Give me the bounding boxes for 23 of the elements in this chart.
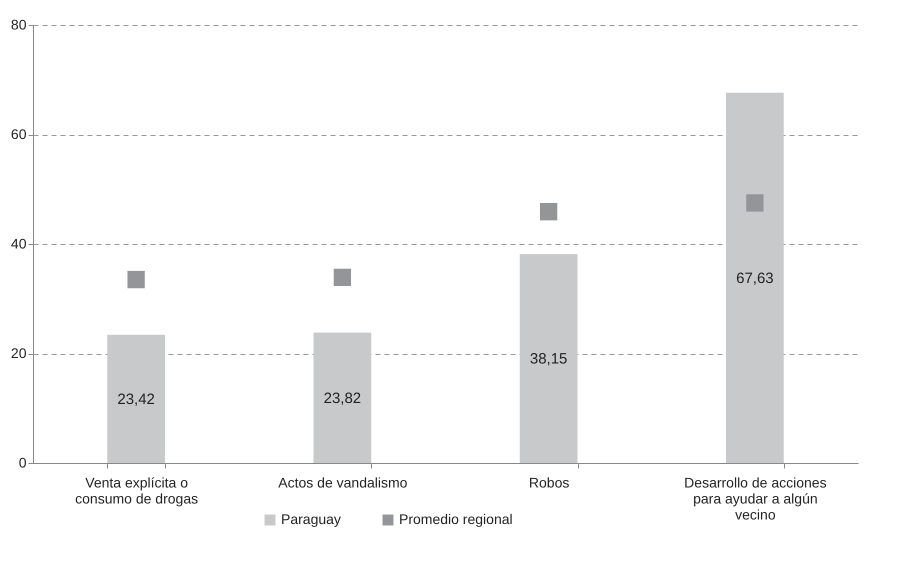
y-tick-label: 60 xyxy=(10,126,27,142)
y-tick-label: 80 xyxy=(10,16,27,32)
y-tick-label: 20 xyxy=(10,345,27,361)
point xyxy=(746,194,764,212)
y-tick-label: 40 xyxy=(10,236,27,252)
legend-label: Promedio regional xyxy=(399,511,513,527)
x-tick-label: Actos de vandalismo xyxy=(278,474,408,490)
x-tick-label: Venta explícita o consumo de drogas xyxy=(75,474,198,506)
y-tick-label: 0 xyxy=(18,454,27,470)
point xyxy=(127,270,145,288)
x-tick-label: Desarrollo de acciones para ayudar a algún vecino xyxy=(684,474,827,522)
bar xyxy=(520,254,578,463)
point xyxy=(540,203,558,220)
x-tick-label: Robos xyxy=(528,474,570,490)
data-label: 38,15 xyxy=(530,350,568,368)
data-label: 23,82 xyxy=(324,390,362,407)
bar xyxy=(107,334,165,463)
bar xyxy=(314,332,372,463)
data-label: 67,63 xyxy=(736,270,774,287)
point xyxy=(334,268,352,286)
bar xyxy=(726,92,784,463)
legend-label: Paraguay xyxy=(281,511,341,527)
data-label: 23,42 xyxy=(117,390,155,408)
